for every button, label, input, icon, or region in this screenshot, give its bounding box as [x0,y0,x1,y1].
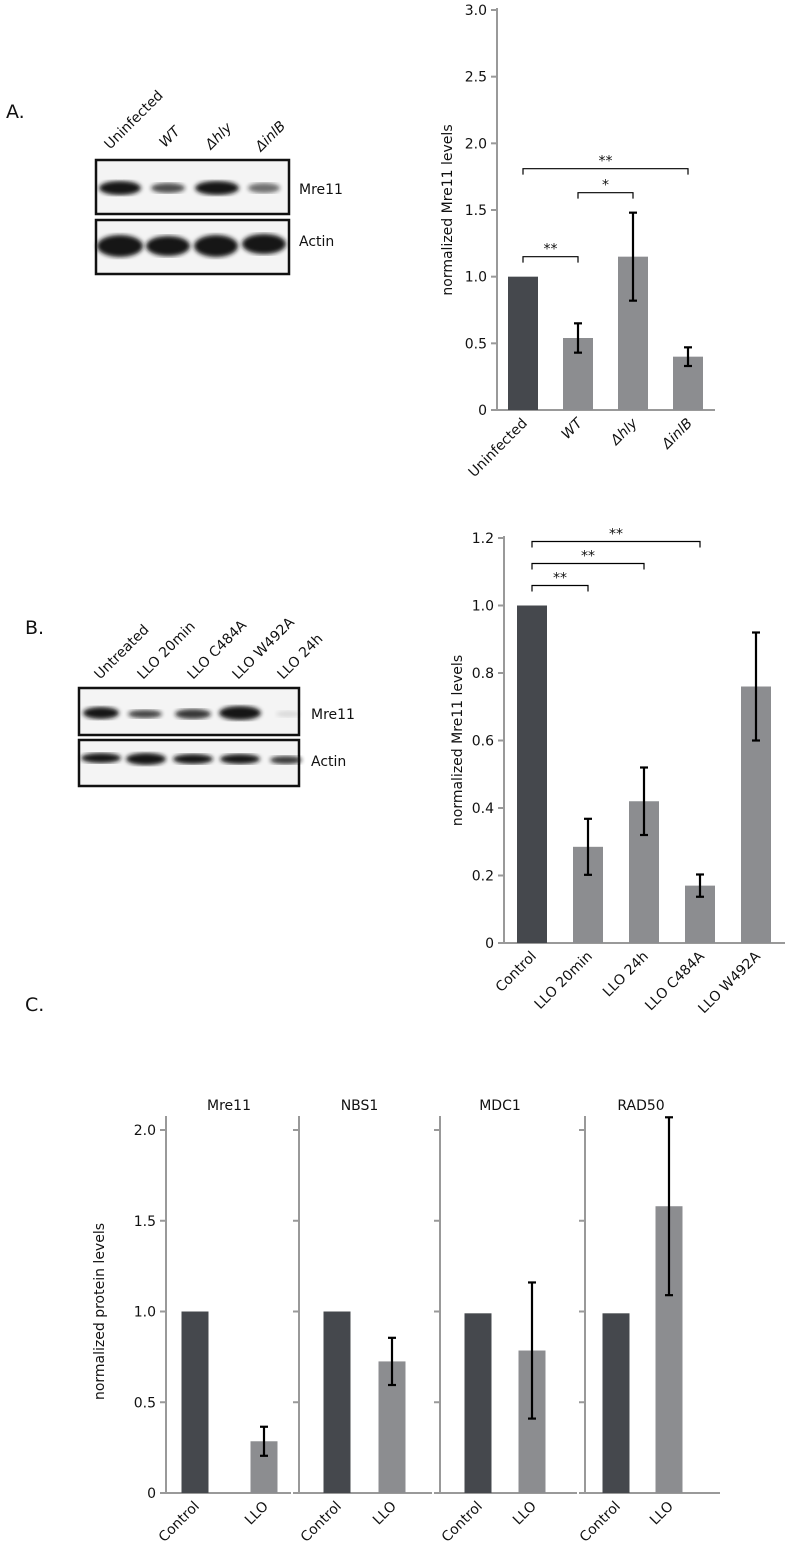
blot-row-label: Actin [299,234,334,250]
y-tick-label: 1.0 [472,599,494,615]
x-tick-label: Δhly [607,415,641,449]
blot-a: Mre11 Actin [94,158,343,276]
lane-label: Δhly [202,119,236,153]
blot-band [146,236,190,256]
y-tick-label: 2.5 [465,70,487,86]
significance-bracket [531,540,701,548]
y-tick-label: 1.0 [465,270,487,286]
y-tick-label: 0.4 [472,801,494,817]
bar [464,1313,492,1493]
significance-label: ** [609,527,623,543]
blot-band [173,754,213,764]
y-tick-label: 0.8 [472,666,494,682]
blot-band [81,753,121,763]
significance-bracket [522,168,689,175]
x-tick-label: LLO [647,1499,677,1529]
x-tick-label: LLO [510,1499,540,1529]
significance-bracket [522,256,579,263]
y-tick-label: 1.5 [134,1214,156,1230]
blot-row-label: Actin [311,754,346,770]
blot-band [128,710,162,718]
x-tick-label: Control [439,1499,486,1546]
blot-band [83,707,119,719]
significance-bracket [531,562,645,570]
y-tick-label: 0.5 [134,1395,156,1411]
bar [517,605,547,943]
x-tick-label: Control [156,1499,203,1546]
chart-title: MDC1 [479,1098,521,1114]
blot-band [194,235,238,257]
blot-band [242,234,286,254]
y-tick-label: 0 [478,403,487,419]
y-tick-label: 2.0 [134,1123,156,1139]
blot-band [99,181,141,195]
bar [323,1311,351,1493]
blot-band [151,183,185,193]
x-tick-label: LLO [370,1499,400,1529]
bar [181,1311,209,1493]
blot-row-label: Mre11 [299,182,343,198]
significance-bracket [531,584,589,592]
blot-band [97,235,143,257]
bar [602,1313,630,1493]
significance-label: ** [553,571,567,587]
y-tick-label: 0 [485,936,494,952]
bar [508,276,538,410]
panel-label: A. [6,101,25,123]
significance-bracket [577,192,634,199]
x-tick-label: LLO 20min [532,949,596,1013]
lane-label: ΔinlB [252,118,289,155]
x-tick-label: Control [298,1499,345,1546]
blot-band [219,706,261,720]
x-tick-label: Uninfected [466,416,531,481]
x-tick-label: LLO [242,1499,272,1529]
x-tick-label: ΔinlB [658,416,695,453]
y-axis-label: normalized Mre11 levels [440,124,456,295]
blot-band [248,183,280,193]
y-tick-label: 2.0 [465,136,487,152]
blot-row-label: Mre11 [311,707,355,723]
y-tick-label: 1.2 [472,531,494,547]
chart-title: NBS1 [341,1098,379,1114]
y-axis-label: normalized Mre11 levels [450,655,466,826]
significance-label: ** [581,549,595,565]
y-tick-label: 0.6 [472,734,494,750]
chart-title: Mre11 [207,1098,251,1114]
x-tick-label: LLO 24h [600,949,652,1001]
y-tick-label: 0 [147,1486,156,1502]
y-tick-label: 1.5 [465,203,487,219]
y-axis-label: normalized protein levels [92,1223,108,1400]
lane-label: Uninfected [102,88,167,153]
y-tick-label: 3.0 [465,3,487,19]
blot-band [175,709,211,719]
x-tick-label: Control [493,949,540,996]
blot-band [270,756,302,764]
blot-band [276,711,300,717]
panel-label: B. [25,617,44,639]
x-tick-label: Control [577,1499,624,1546]
y-tick-label: 0.2 [472,869,494,885]
panel-label: C. [25,994,44,1016]
blot-band [220,754,260,764]
lane-label: WT [157,123,185,151]
x-tick-label: WT [559,414,587,442]
significance-label: ** [544,242,558,258]
y-tick-label: 0.5 [465,336,487,352]
blot-b: Mre11 Actin [77,686,355,788]
significance-label: * [602,178,609,194]
significance-label: ** [599,154,613,170]
chart-title: RAD50 [617,1098,664,1114]
blot-band [195,181,239,195]
y-tick-label: 1.0 [134,1305,156,1321]
blot-band [126,753,166,765]
